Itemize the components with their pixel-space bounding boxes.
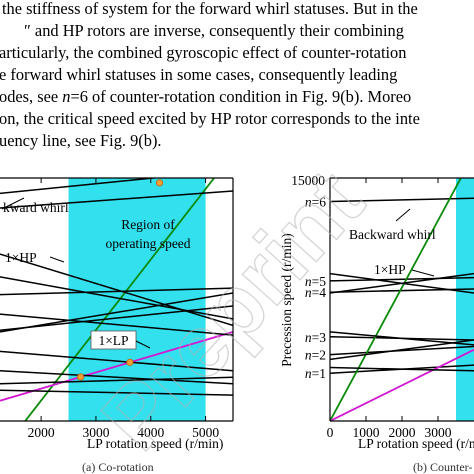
left-chart-axes: 2000 3000 4000 5000	[0, 177, 234, 440]
mode-line	[330, 366, 474, 372]
mode-line	[330, 197, 474, 203]
mode-line	[0, 178, 161, 195]
paragraph-line: ″ and HP rotors are inverse, consequentl…	[24, 21, 404, 40]
backward-whirl-arrow	[395, 208, 411, 222]
lp-label-arrow	[135, 340, 151, 349]
mode-line	[0, 313, 233, 336]
paragraph-line: on, the critical speed excited by HP rot…	[0, 109, 420, 128]
x-tick-label: 3000	[425, 425, 452, 440]
hp-line-label: 1×HP	[5, 250, 37, 265]
critical-speed-marker	[155, 179, 164, 187]
mode-line	[0, 389, 233, 396]
mode-label: n=3	[305, 330, 326, 345]
mode-line	[330, 345, 474, 356]
mode-label: n=6	[305, 194, 326, 209]
x-tick-label: 2000	[389, 425, 416, 440]
mode-line	[0, 350, 233, 372]
x-tick-label: 2000	[28, 425, 55, 440]
right-xlabel: LP rotation speed (r/min	[358, 436, 474, 451]
x-tick-label: 5000	[192, 425, 219, 440]
x-tick-label: 3000	[82, 425, 109, 440]
paragraph-line: odes, see n=6 of counter-rotation condit…	[0, 87, 412, 106]
right-chart-axes: 0 1000 2000 3000 n=6 n=5n=4 n=3 n=2 n=1	[305, 177, 474, 440]
left-chart-annotations: kward whirl 1×HP Region of operating spe…	[1, 197, 223, 474]
paragraph-line: the stiffness of system for the forward …	[2, 0, 418, 18]
right-caption: (b) Counter-	[413, 460, 472, 474]
operating-speed-region	[456, 178, 474, 421]
x-tick-label: 0	[327, 425, 334, 440]
right-chart-annotations: 15000 Precession speed (r/min) Backward …	[279, 173, 474, 474]
paragraph-line: uency line, see Fig. 9(b).	[0, 131, 162, 150]
region-label-line1: Region of	[121, 217, 175, 232]
region-label-line2: operating speed	[105, 236, 190, 251]
hp-label-arrow	[49, 256, 65, 263]
paragraph-line: e forward whirl statuses in some cases, …	[0, 65, 398, 84]
critical-speed-marker	[76, 373, 85, 381]
excitation-line	[330, 178, 462, 421]
x-tick-label: 1000	[353, 425, 380, 440]
mode-line	[0, 276, 233, 320]
lp-line-label: 1×LP	[98, 333, 128, 348]
mode-line	[330, 276, 474, 282]
x-tick-label: 4000	[137, 425, 164, 440]
excitation-line	[24, 178, 216, 421]
mode-label: n=4	[305, 285, 326, 300]
mode-label: n=1	[305, 366, 326, 381]
excitation-line	[0, 331, 233, 402]
mode-label: n=5	[305, 274, 326, 289]
right-chart: 0 1000 2000 3000 n=6 n=5n=4 n=3 n=2 n=1 15000 Pr…	[279, 173, 474, 474]
excitation-line	[330, 348, 474, 421]
lp-label-box	[90, 330, 137, 350]
mode-line	[0, 370, 233, 385]
backward-whirl-label: kward whirl	[3, 200, 69, 215]
critical-speed-marker	[126, 358, 134, 366]
mode-line	[330, 272, 474, 294]
y-tick-label: 15000	[291, 173, 325, 188]
left-xlabel: LP rotation speed (r/min)	[87, 436, 223, 451]
hp-label-arrow	[411, 269, 435, 277]
mode-line	[0, 253, 233, 327]
body-paragraph: the stiffness of system for the forward …	[0, 0, 474, 170]
mode-line	[0, 190, 233, 209]
backward-whirl-arrow	[1, 197, 25, 210]
hp-line-label: 1×HP	[374, 262, 406, 277]
mode-line	[0, 287, 233, 296]
left-chart-series	[0, 178, 233, 421]
backward-whirl-label: Backward whirl	[349, 227, 436, 242]
left-chart: 2000 3000 4000 5000 kward whirl 1×HP Region…	[0, 177, 234, 474]
left-caption: (a) Co-rotation	[82, 460, 154, 474]
mode-line	[0, 305, 233, 332]
right-chart-series	[330, 178, 474, 421]
mode-label: n=2	[305, 348, 326, 363]
paragraph-line: articularly, the combined gyroscopic eff…	[0, 43, 407, 62]
mode-line	[0, 376, 233, 385]
right-ylabel: Precession speed (r/min)	[279, 233, 294, 366]
mode-line	[330, 339, 474, 361]
mode-line	[0, 292, 233, 333]
